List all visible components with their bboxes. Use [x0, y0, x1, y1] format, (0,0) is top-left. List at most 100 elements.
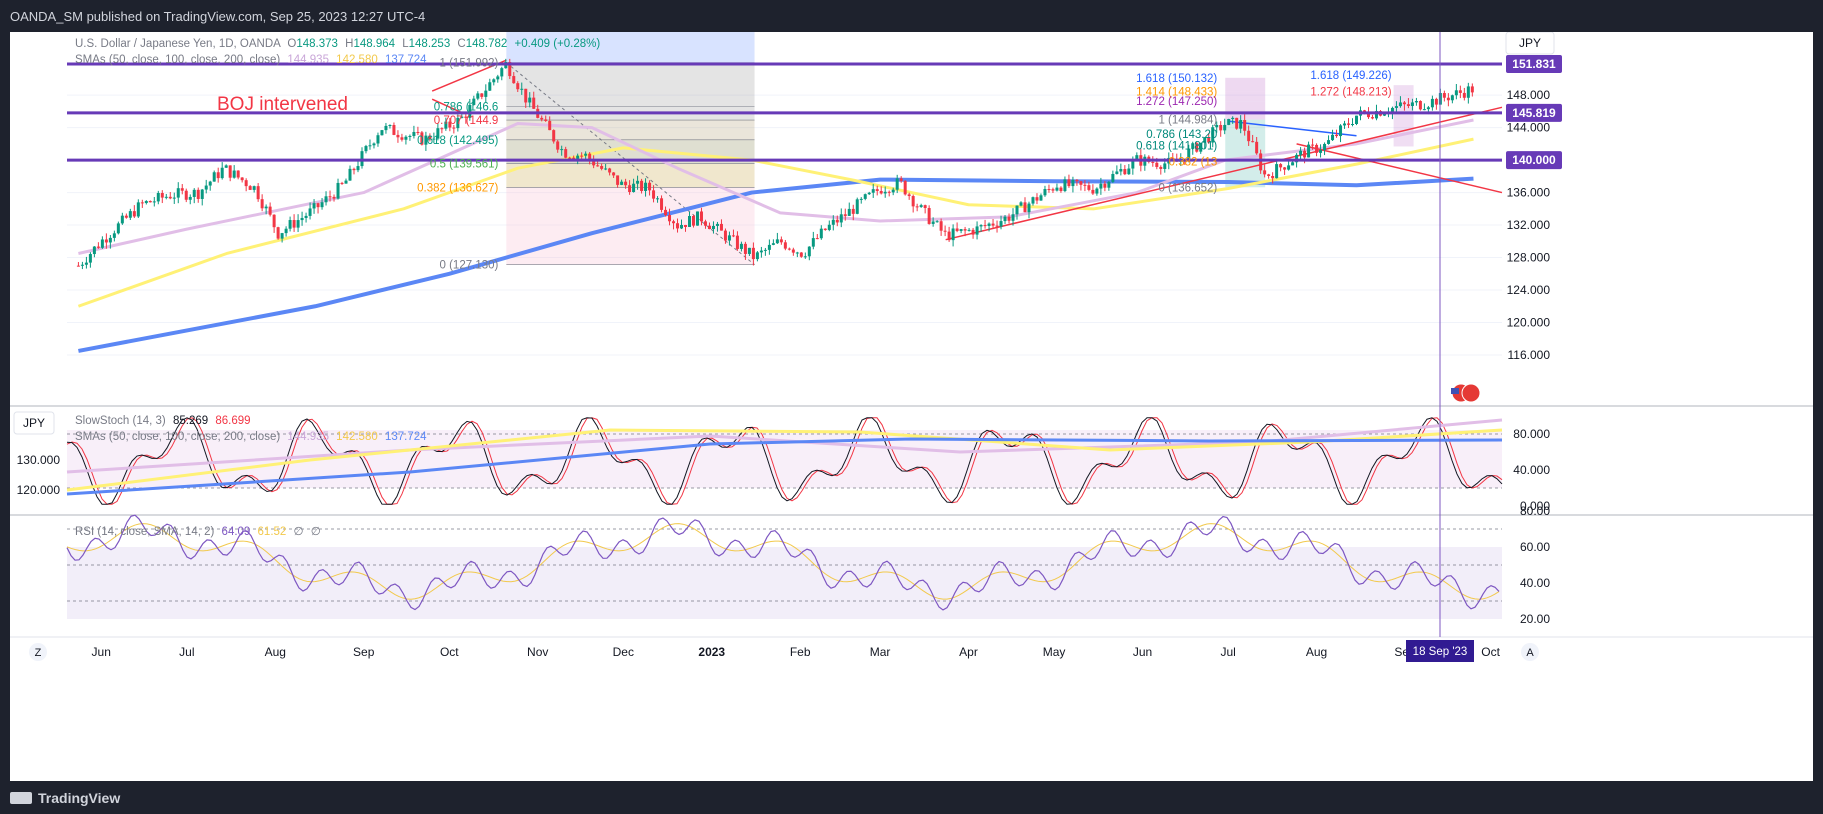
candle-body: [1315, 144, 1319, 153]
candle-body: [827, 224, 831, 230]
candle-body: [240, 177, 244, 181]
candle-body: [416, 131, 420, 133]
candle-body: [767, 244, 771, 250]
candle-body: [252, 186, 256, 190]
annotation-boj[interactable]: BOJ intervened: [217, 94, 348, 115]
horizontal-levels[interactable]: [67, 62, 1502, 162]
crosshair-date: 18 Sep '23: [1413, 646, 1468, 658]
candle-body: [136, 202, 140, 217]
uptrend-line[interactable]: [945, 106, 1503, 241]
candle-body: [871, 189, 875, 193]
us-flag-icon[interactable]: [1451, 383, 1481, 403]
stoch-left-tick-label: 120.000: [17, 483, 61, 497]
candle-body: [1422, 109, 1426, 111]
candle-body: [1351, 124, 1355, 126]
legend-sma: SMAs (50, close, 100, close, 200, close)…: [75, 54, 427, 66]
candle-body: [160, 192, 164, 198]
candle-body: [931, 221, 935, 224]
candle-body: [1275, 164, 1279, 179]
candle-body: [807, 246, 811, 257]
candle-body: [308, 208, 312, 216]
candle-body: [284, 228, 288, 234]
price-tick-label: 120.000: [1507, 316, 1551, 330]
candle-body: [564, 149, 568, 158]
annotation-line[interactable]: [431, 98, 462, 113]
candle-body: [596, 165, 600, 167]
candle-body: [1219, 124, 1223, 131]
chart-canvas[interactable]: 1 (151.992) 0.786 (146.6 0.707 (144.9 0.618…: [10, 31, 1813, 781]
rsi-axis[interactable]: 80.00 60.00 40.00 20.00: [1520, 504, 1550, 626]
candle-body: [1135, 155, 1139, 160]
candle-body: [1107, 181, 1111, 188]
time-axis[interactable]: Jun Jul Aug Sep Oct Nov Dec 2023 Feb Mar Apr May Jun…: [92, 645, 1501, 659]
fib3-label: 1.618 (149.226): [1310, 70, 1391, 82]
time-tick-label: Feb: [790, 645, 811, 659]
candle-body: [1231, 117, 1235, 119]
stoch-tick-label: 80.000: [1513, 427, 1550, 441]
stoch-sma-legend: SMAs (50, close, 100, close, 200, close)…: [75, 431, 427, 443]
candle-body: [476, 93, 480, 99]
fib1-label: 0.618 (142.495): [417, 135, 498, 147]
candle-body: [883, 191, 887, 194]
candle-body: [300, 217, 304, 221]
candle-body: [1103, 183, 1107, 188]
fib2-label: 0 (136.652): [1158, 182, 1217, 194]
candle-body: [911, 196, 915, 207]
candle-body: [212, 172, 216, 182]
candle-body: [1123, 169, 1127, 175]
candle-body: [192, 189, 196, 197]
candle-body: [628, 185, 632, 193]
candle-body: [1307, 144, 1311, 158]
candle-body: [1059, 187, 1063, 192]
downtrend-line[interactable]: [1296, 143, 1503, 194]
candle-body: [1203, 137, 1207, 143]
candle-body: [1199, 142, 1203, 152]
zoom-button[interactable]: [29, 643, 47, 661]
candle-body: [648, 182, 652, 191]
candle-body: [236, 170, 240, 178]
candle-body: [580, 155, 584, 157]
candle-body: [723, 230, 727, 241]
rsi-band: [67, 547, 1502, 619]
candle-body: [88, 254, 92, 263]
currency-button[interactable]: [1505, 31, 1555, 55]
fib-retracement-zones: [506, 32, 1414, 265]
candle-body: [260, 199, 264, 209]
candle-body: [1406, 104, 1410, 107]
fib1-label: 0 (127.130): [440, 260, 499, 272]
stoch-axis[interactable]: 80.000 40.000 0.000 130.000 120.000: [17, 427, 1551, 513]
candle-body: [140, 202, 144, 204]
candle-body: [1007, 216, 1011, 221]
price-axis[interactable]: 148.000144.000140.000136.000132.000128.0…: [1507, 88, 1551, 362]
candle-body: [1355, 115, 1359, 125]
candle-body: [380, 130, 384, 136]
tradingview-logo[interactable]: TradingView: [10, 790, 120, 806]
candle-body: [572, 157, 576, 159]
candle-body: [1430, 98, 1434, 108]
fib-zone: [506, 120, 755, 140]
candle-body: [927, 208, 931, 224]
auto-scale-button[interactable]: [1521, 643, 1539, 661]
candle-body: [388, 124, 392, 126]
fib2-label: 0.786 (143.20: [1146, 129, 1217, 141]
candle-body: [460, 116, 464, 118]
channel-line[interactable]: [1228, 120, 1357, 137]
stoch-currency-button[interactable]: [13, 411, 55, 435]
candle-body: [1263, 170, 1267, 175]
candle-body: [1382, 113, 1386, 116]
candle-body: [1390, 107, 1394, 113]
candle-body: [1410, 102, 1414, 107]
candle-body: [879, 191, 883, 194]
chart-area[interactable]: 1 (151.992) 0.786 (146.6 0.707 (144.9 0.618…: [10, 31, 1813, 781]
candle-body: [256, 186, 260, 200]
candle-body: [695, 211, 699, 226]
candle-body: [452, 127, 456, 129]
candle-body: [76, 265, 80, 267]
candle-body: [1446, 97, 1450, 101]
candle-body: [432, 138, 436, 140]
candle-body: [1095, 188, 1099, 194]
candle-body: [1343, 123, 1347, 126]
candle-body: [803, 256, 807, 258]
candle-body: [96, 246, 100, 248]
candle-body: [400, 137, 404, 140]
